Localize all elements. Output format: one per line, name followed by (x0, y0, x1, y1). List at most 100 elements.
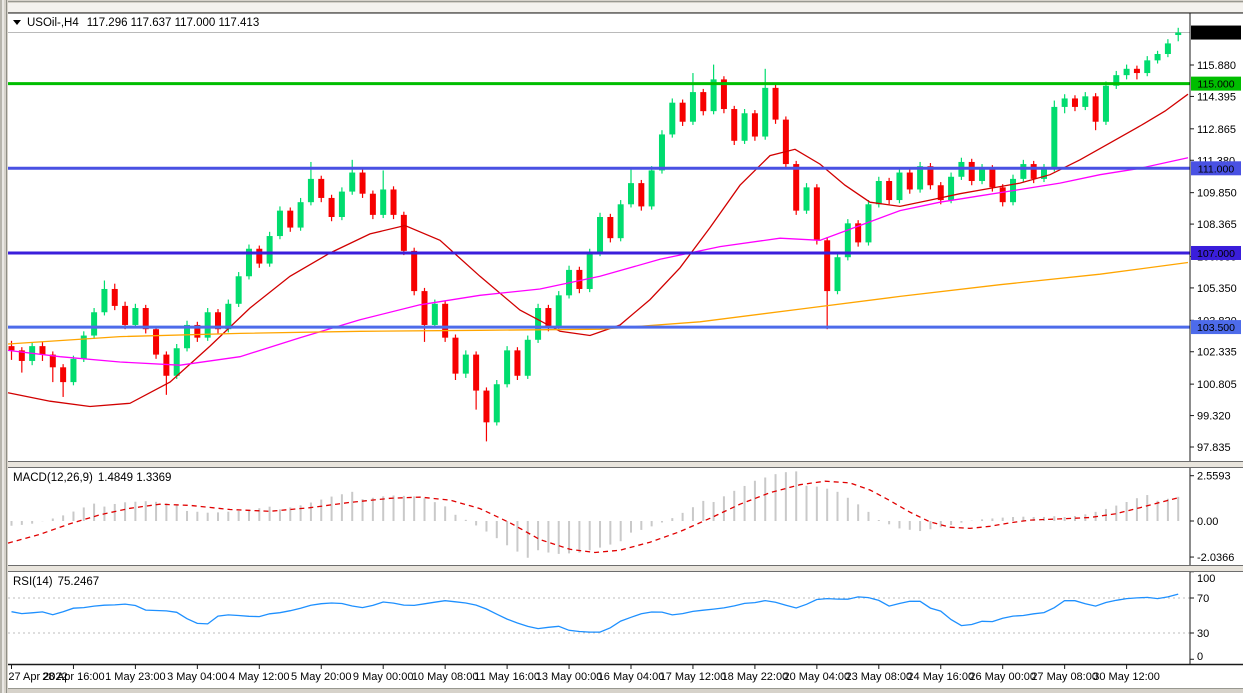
candle (431, 299, 438, 329)
candle (896, 168, 903, 204)
candle-body (1061, 98, 1068, 107)
candle-body (204, 312, 211, 338)
price-tick-label: 97.835 (1197, 442, 1231, 454)
level-price-tag: 107.000 (1197, 248, 1235, 260)
candle-body (524, 339, 531, 376)
chart-title: USOil-,H4 117.296 117.637 117.000 117.413 (27, 17, 259, 29)
candle-body (535, 308, 542, 340)
candle-body (297, 202, 304, 228)
time-label: 27 May 08:00 (1031, 671, 1098, 683)
candle (1164, 39, 1171, 58)
candle-body (276, 210, 283, 237)
candle-body (968, 161, 975, 182)
frame-top-strip (8, 3, 1243, 12)
macd-plot-area[interactable] (8, 468, 1190, 566)
candle-body (1082, 96, 1089, 107)
candle (132, 303, 139, 329)
candle-body (215, 312, 221, 330)
candle-body (658, 134, 665, 171)
symbol-dropdown-icon[interactable] (13, 20, 21, 25)
candle-body (875, 181, 882, 205)
candle-body (772, 87, 779, 120)
candle-body (834, 257, 841, 292)
candle (194, 321, 201, 342)
price-tick-label: 105.350 (1197, 283, 1237, 295)
candle-body (917, 166, 924, 190)
candle-body (60, 367, 67, 383)
candle (1061, 94, 1068, 114)
symbol-label: USOil-,H4 (27, 17, 79, 29)
time-label: 9 May 00:00 (353, 671, 414, 683)
candle-body (266, 236, 273, 264)
price-tick-label: 108.365 (1197, 219, 1237, 231)
candle-body (493, 384, 500, 423)
candle (731, 105, 738, 146)
time-label: 11 May 16:00 (474, 671, 540, 683)
rsi-tick-label: 70 (1197, 593, 1209, 605)
main-chart-plot-area[interactable] (8, 13, 1190, 462)
candle-body (91, 312, 98, 336)
candle-body (813, 187, 820, 241)
time-label: 23 May 08:00 (845, 671, 912, 683)
candle-body (607, 216, 614, 239)
candle-body (1144, 60, 1151, 74)
current-price-tag-bg (1191, 25, 1241, 40)
candle-body (865, 204, 872, 243)
candle-body (1154, 53, 1161, 61)
candle (999, 184, 1006, 207)
candle (834, 252, 841, 295)
time-label: 1 May 23:00 (105, 671, 166, 683)
candle-body (1092, 96, 1099, 122)
candle (741, 109, 748, 144)
candle-body (184, 324, 191, 349)
candle (142, 304, 149, 334)
candle-body (307, 178, 314, 203)
candle-body (638, 183, 645, 207)
candle (1092, 93, 1099, 131)
main-chart-panel (7, 27, 1190, 442)
candle (70, 355, 77, 386)
candle (1020, 159, 1027, 183)
price-tick-label: 100.805 (1197, 379, 1237, 391)
candle (297, 197, 304, 231)
ma-slow-orange-line (7, 261, 1189, 345)
candle-body (504, 350, 511, 385)
candle (235, 272, 242, 307)
candle (1175, 27, 1182, 42)
time-label: 24 May 16:00 (907, 671, 974, 683)
candle (751, 110, 758, 141)
macd-values: 1.4849 1.3369 (98, 472, 172, 484)
candle-body (473, 354, 480, 391)
candle (1113, 70, 1120, 89)
candle-body (39, 346, 46, 355)
candle (80, 331, 87, 363)
candle (1123, 64, 1130, 80)
candle-body (1133, 68, 1140, 74)
level-price-tag: 111.000 (1198, 163, 1235, 175)
candle (772, 84, 779, 124)
panel-splitter[interactable] (8, 462, 1243, 467)
candle (338, 187, 345, 221)
title-ohlc-values: 117.296 117.637 117.000 117.413 (87, 17, 259, 29)
candle (514, 347, 521, 381)
price-tick-label: 115.880 (1197, 60, 1236, 72)
candle-body (194, 324, 201, 338)
candle (442, 300, 449, 342)
candle-body (132, 308, 139, 325)
level-price-tag-bg (1191, 245, 1241, 260)
panel-splitter[interactable] (8, 566, 1243, 571)
candle-body (793, 164, 800, 211)
candle (597, 212, 604, 257)
candle-body (390, 189, 397, 215)
candle (1102, 81, 1109, 125)
rsi-plot-area[interactable] (8, 572, 1190, 664)
candle-body (163, 354, 170, 376)
frame-bottom-strip (8, 688, 1243, 693)
candle (875, 176, 882, 208)
candle-body (762, 87, 769, 137)
candle (122, 301, 129, 330)
rsi-tick-label: 100 (1197, 573, 1215, 585)
price-axis[interactable]: 115.880114.395112.865111.380109.850108.3… (1189, 13, 1241, 664)
